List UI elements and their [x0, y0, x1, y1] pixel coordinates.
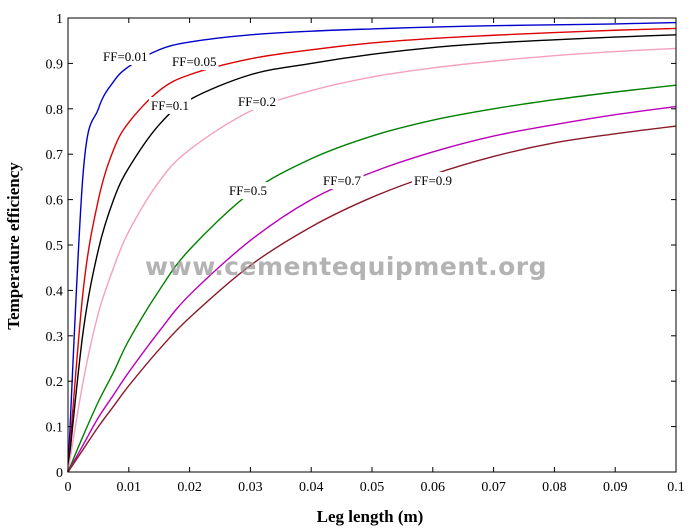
curve-label-ff-0-05: FF=0.05: [172, 54, 217, 69]
curve-label-ff-0-7: FF=0.7: [323, 173, 362, 188]
series-line-ff-0-1: [67, 34, 677, 473]
x-tick-label: 0.01: [117, 480, 142, 495]
curve-label-ff-0-9: FF=0.9: [414, 173, 452, 188]
x-tick-label: 0.05: [360, 480, 385, 495]
series-line-ff-0-01: [67, 21, 677, 473]
y-tick-label: 0.9: [46, 57, 64, 72]
x-tick-label: 0.08: [542, 480, 567, 495]
curve-label-ff-0-5: FF=0.5: [229, 183, 267, 198]
curve-label-bg: [321, 172, 364, 189]
x-tick-label: 0.07: [481, 480, 506, 495]
y-tick-labels: 0 0.1 0.2 0.3 0.4 0.5 0.6 0.7 0.8 0.9 1: [46, 12, 64, 481]
y-tick-label: 0.4: [46, 284, 64, 299]
curve-label-bg: [170, 53, 219, 70]
x-tick-label: 0.04: [299, 480, 324, 495]
x-tick-label: 0.06: [421, 480, 446, 495]
y-tick-label: 0.5: [46, 239, 64, 254]
x-axis-title: Leg length (m): [317, 507, 424, 526]
y-axis-title: Temperature efficiency: [4, 162, 23, 330]
curve-label-backgrounds: [101, 48, 455, 199]
x-tick-label: 0.1: [667, 480, 685, 495]
y-tick-label: 0.2: [46, 375, 64, 390]
curve-label-ff-0-01: FF=0.01: [103, 49, 148, 64]
y-tick-label: 0.3: [46, 330, 64, 345]
x-tick-label: 0.02: [177, 480, 202, 495]
y-tick-label: 0.7: [46, 148, 64, 163]
curve-label-bg: [101, 48, 150, 65]
series-line-ff-0-05: [67, 27, 677, 473]
curve-label-bg: [149, 97, 192, 114]
y-tick-label: 0.6: [46, 194, 64, 209]
curve-label-ff-0-1: FF=0.1: [151, 98, 189, 113]
curve-label-ff-0-2: FF=0.2: [238, 94, 276, 109]
curve-label-bg: [236, 93, 279, 110]
y-tick-label: 0.8: [46, 103, 64, 118]
series-line-ff-0-2: [67, 47, 677, 473]
curve-label-bg: [412, 172, 455, 189]
x-tick-labels: 0 0.01 0.02 0.03 0.04 0.05 0.06 0.07 0.08 0.09 0.1: [65, 480, 685, 495]
y-tick-label: 0: [56, 466, 63, 481]
x-tick-label: 0: [65, 480, 72, 495]
x-tick-label: 0.09: [603, 480, 628, 495]
series-curves: [67, 21, 677, 473]
axis-ticks: [67, 17, 677, 473]
curve-labels: FF=0.01 FF=0.05 FF=0.1 FF=0.2 FF=0.5 FF=0.7 FF…: [103, 49, 452, 198]
series-line-ff-0-9: [67, 125, 677, 473]
y-tick-label: 1: [56, 12, 63, 27]
y-tick-label: 0.1: [46, 421, 64, 436]
watermark-text: www.cementequipment.org: [145, 252, 547, 281]
series-line-ff-0-7: [67, 105, 677, 473]
x-tick-label: 0.03: [238, 480, 263, 495]
curve-label-bg: [227, 182, 270, 199]
